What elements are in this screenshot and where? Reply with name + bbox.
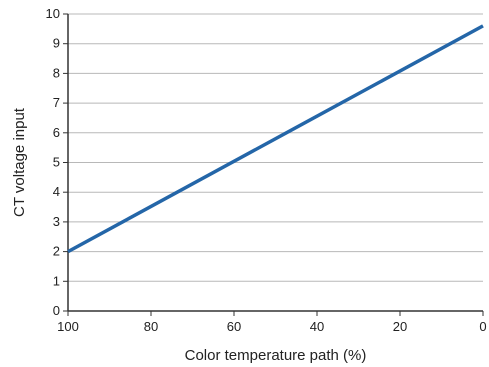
y-tick-label: 8 xyxy=(53,65,60,80)
y-axis-title: CT voltage input xyxy=(11,107,28,217)
y-tick-label: 4 xyxy=(53,184,60,199)
x-tick-label: 20 xyxy=(393,319,407,334)
y-tick-label: 9 xyxy=(53,36,60,51)
x-tick-label: 40 xyxy=(310,319,324,334)
x-tick-label: 80 xyxy=(144,319,158,334)
y-tick-label: 6 xyxy=(53,125,60,140)
y-tick-label: 10 xyxy=(46,6,60,21)
series-group xyxy=(67,24,484,254)
series-line-0 xyxy=(67,24,484,254)
y-tick-label: 7 xyxy=(53,95,60,110)
x-tick-label: 100 xyxy=(57,319,79,334)
y-tick-label: 1 xyxy=(53,273,60,288)
gridlines xyxy=(68,13,483,282)
x-tick-label: 60 xyxy=(227,319,241,334)
x-tick-label: 0 xyxy=(479,319,486,334)
x-axis-title: Color temperature path (%) xyxy=(185,347,367,364)
y-tick-label: 5 xyxy=(53,155,60,170)
y-axis-ticks: 0 1 2 3 4 5 6 7 8 9 10 xyxy=(46,6,68,318)
x-axis-ticks: 100 80 60 40 20 0 xyxy=(57,311,487,334)
y-tick-label: 2 xyxy=(53,244,60,259)
y-tick-label: 3 xyxy=(53,214,60,229)
y-tick-label: 0 xyxy=(53,303,60,318)
